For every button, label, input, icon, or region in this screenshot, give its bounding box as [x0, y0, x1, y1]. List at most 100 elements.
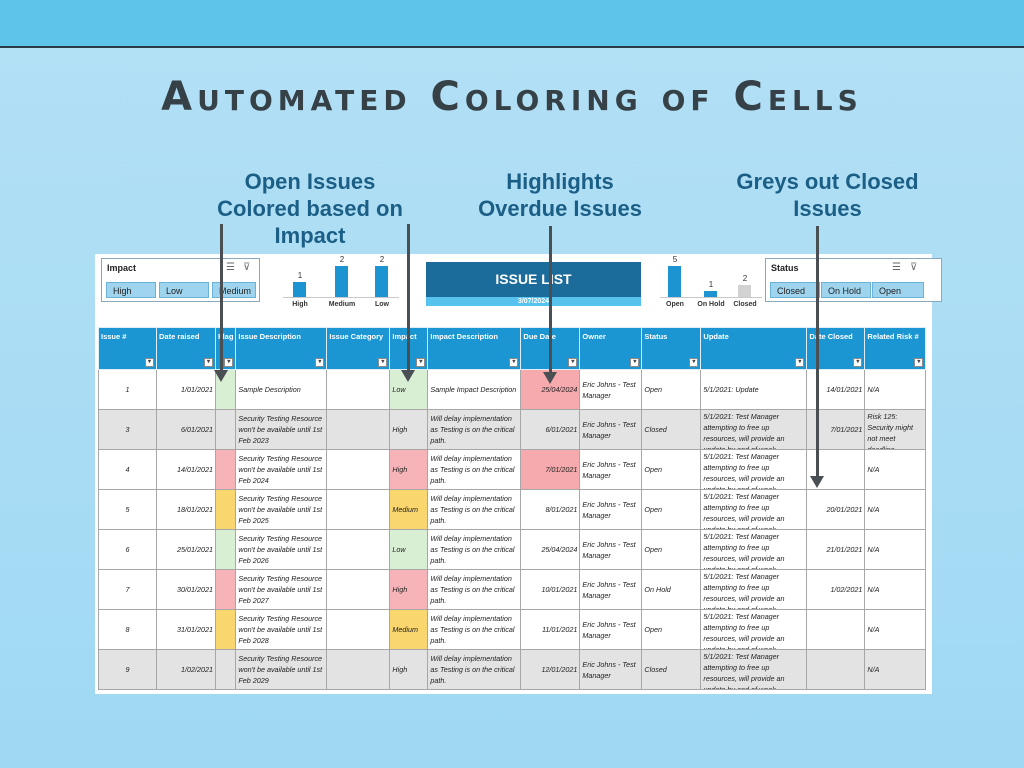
flag-cell[interactable]: [214, 529, 237, 570]
impact-option-medium[interactable]: Medium: [212, 282, 256, 298]
status-cell[interactable]: Closed: [641, 409, 702, 450]
date-closed-cell[interactable]: [806, 609, 866, 650]
date-raised-cell[interactable]: 18/01/2021: [156, 489, 216, 530]
issue-category-cell[interactable]: [326, 409, 391, 450]
update-cell[interactable]: 5/1/2021: Test Manager attempting to fre…: [700, 649, 808, 690]
multiselect-icon[interactable]: ☰: [226, 262, 235, 273]
related-risk-cell[interactable]: N/A: [864, 449, 927, 490]
update-cell[interactable]: 5/1/2021: Test Manager attempting to fre…: [700, 409, 808, 450]
impact-description-cell[interactable]: Sample Impact Description: [427, 369, 522, 410]
status-option-open[interactable]: Open: [872, 282, 924, 298]
filter-dropdown-icon[interactable]: ▾: [378, 358, 388, 367]
issue-category-cell[interactable]: [326, 449, 391, 490]
issue-number-cell[interactable]: 5: [98, 489, 157, 530]
flag-cell[interactable]: [214, 609, 237, 650]
date-raised-cell[interactable]: 25/01/2021: [156, 529, 216, 570]
impact-cell[interactable]: High: [389, 649, 429, 690]
update-cell[interactable]: 5/1/2021: Test Manager attempting to fre…: [700, 529, 808, 570]
clear-filter-icon[interactable]: ⊽: [243, 262, 251, 273]
due-date-cell[interactable]: 25/04/2024: [520, 369, 581, 410]
owner-cell[interactable]: Eric Johns - Test Manager: [579, 409, 643, 450]
issue-number-cell[interactable]: 1: [98, 369, 157, 410]
related-risk-cell[interactable]: N/A: [864, 649, 927, 690]
impact-cell[interactable]: Medium: [389, 609, 429, 650]
impact-cell[interactable]: Medium: [389, 489, 429, 530]
due-date-cell[interactable]: 25/04/2024: [520, 529, 581, 570]
filter-dropdown-icon[interactable]: ▾: [630, 358, 640, 367]
update-cell[interactable]: 5/1/2021: Test Manager attempting to fre…: [700, 449, 808, 490]
related-risk-cell[interactable]: N/A: [864, 609, 927, 650]
status-cell[interactable]: Open: [641, 369, 702, 410]
date-raised-cell[interactable]: 31/01/2021: [156, 609, 216, 650]
impact-cell[interactable]: High: [389, 569, 429, 610]
due-date-cell[interactable]: 8/01/2021: [520, 489, 581, 530]
date-raised-cell[interactable]: 6/01/2021: [156, 409, 216, 450]
date-raised-cell[interactable]: 1/02/2021: [156, 649, 216, 690]
multiselect-icon[interactable]: ☰: [892, 262, 901, 273]
flag-cell[interactable]: [214, 409, 237, 450]
related-risk-cell[interactable]: Risk 125: Security might not meet deadli…: [864, 409, 927, 450]
impact-cell[interactable]: High: [389, 449, 429, 490]
issue-description-cell[interactable]: Security Testing Resource won't be avail…: [235, 529, 328, 570]
related-risk-cell[interactable]: N/A: [864, 569, 927, 610]
related-risk-cell[interactable]: N/A: [864, 369, 927, 410]
date-closed-cell[interactable]: [806, 649, 866, 690]
issue-category-cell[interactable]: [326, 609, 391, 650]
owner-cell[interactable]: Eric Johns - Test Manager: [579, 649, 643, 690]
issue-category-cell[interactable]: [326, 489, 391, 530]
impact-description-cell[interactable]: Will delay implementation as Testing is …: [427, 409, 522, 450]
issue-number-cell[interactable]: 4: [98, 449, 157, 490]
flag-cell[interactable]: [214, 569, 237, 610]
due-date-cell[interactable]: 11/01/2021: [520, 609, 581, 650]
issue-number-cell[interactable]: 9: [98, 649, 157, 690]
date-closed-cell[interactable]: 1/02/2021: [806, 569, 866, 610]
issue-description-cell[interactable]: Security Testing Resource won't be avail…: [235, 449, 328, 490]
issue-description-cell[interactable]: Security Testing Resource won't be avail…: [235, 409, 328, 450]
issue-description-cell[interactable]: Security Testing Resource won't be avail…: [235, 569, 328, 610]
due-date-cell[interactable]: 12/01/2021: [520, 649, 581, 690]
impact-description-cell[interactable]: Will delay implementation as Testing is …: [427, 489, 522, 530]
related-risk-cell[interactable]: N/A: [864, 529, 927, 570]
status-cell[interactable]: Open: [641, 449, 702, 490]
issue-number-cell[interactable]: 3: [98, 409, 157, 450]
issue-description-cell[interactable]: Sample Description: [235, 369, 328, 410]
issue-description-cell[interactable]: Security Testing Resource won't be avail…: [235, 649, 328, 690]
filter-dropdown-icon[interactable]: ▾: [224, 358, 234, 367]
issue-category-cell[interactable]: [326, 369, 391, 410]
update-cell[interactable]: 5/1/2021: Test Manager attempting to fre…: [700, 569, 808, 610]
update-cell[interactable]: 5/1/2021: Test Manager attempting to fre…: [700, 489, 808, 530]
status-cell[interactable]: Closed: [641, 649, 702, 690]
filter-dropdown-icon[interactable]: ▾: [914, 358, 924, 367]
related-risk-cell[interactable]: N/A: [864, 489, 927, 530]
impact-option-low[interactable]: Low: [159, 282, 209, 298]
impact-description-cell[interactable]: Will delay implementation as Testing is …: [427, 609, 522, 650]
update-cell[interactable]: 5/1/2021: Test Manager attempting to fre…: [700, 609, 808, 650]
issue-number-cell[interactable]: 6: [98, 529, 157, 570]
issue-number-cell[interactable]: 8: [98, 609, 157, 650]
date-raised-cell[interactable]: 30/01/2021: [156, 569, 216, 610]
owner-cell[interactable]: Eric Johns - Test Manager: [579, 449, 643, 490]
filter-dropdown-icon[interactable]: ▾: [145, 358, 154, 367]
owner-cell[interactable]: Eric Johns - Test Manager: [579, 369, 643, 410]
impact-option-high[interactable]: High: [106, 282, 156, 298]
filter-dropdown-icon[interactable]: ▾: [315, 358, 325, 367]
owner-cell[interactable]: Eric Johns - Test Manager: [579, 609, 643, 650]
owner-cell[interactable]: Eric Johns - Test Manager: [579, 569, 643, 610]
owner-cell[interactable]: Eric Johns - Test Manager: [579, 489, 643, 530]
impact-cell[interactable]: Low: [389, 529, 429, 570]
date-closed-cell[interactable]: 20/01/2021: [806, 489, 866, 530]
date-raised-cell[interactable]: 14/01/2021: [156, 449, 216, 490]
status-option-closed[interactable]: Closed: [770, 282, 820, 298]
due-date-cell[interactable]: 10/01/2021: [520, 569, 581, 610]
status-cell[interactable]: Open: [641, 529, 702, 570]
flag-cell[interactable]: [214, 649, 237, 690]
issue-category-cell[interactable]: [326, 569, 391, 610]
impact-description-cell[interactable]: Will delay implementation as Testing is …: [427, 449, 522, 490]
status-cell[interactable]: On Hold: [641, 569, 702, 610]
due-date-cell[interactable]: 7/01/2021: [520, 449, 581, 490]
clear-filter-icon[interactable]: ⊽: [910, 262, 918, 273]
status-cell[interactable]: Open: [641, 489, 702, 530]
impact-description-cell[interactable]: Will delay implementation as Testing is …: [427, 569, 522, 610]
issue-description-cell[interactable]: Security Testing Resource won't be avail…: [235, 609, 328, 650]
due-date-cell[interactable]: 6/01/2021: [520, 409, 581, 450]
